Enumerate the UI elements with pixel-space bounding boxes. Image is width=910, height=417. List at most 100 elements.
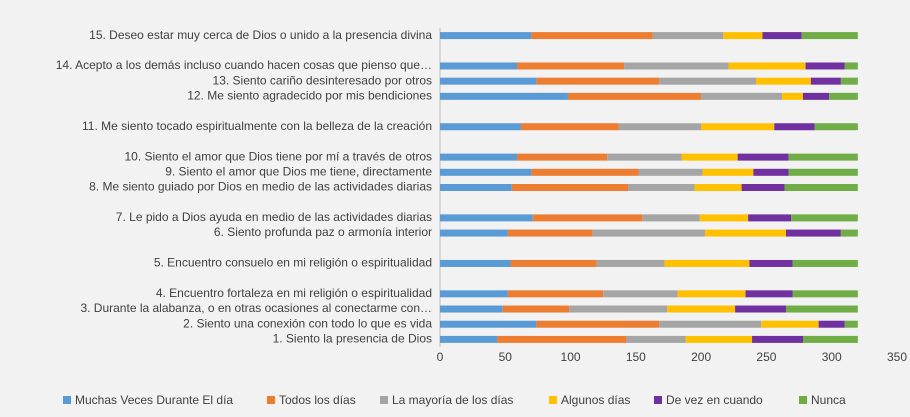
- bar-segment: [618, 123, 702, 131]
- x-tick-label: 100: [561, 350, 581, 364]
- bar-segment: [685, 335, 753, 343]
- bar-segment: [569, 305, 668, 313]
- bar-segment: [652, 32, 724, 40]
- bar-segment: [705, 229, 787, 237]
- bar-segment: [748, 214, 792, 222]
- bar-segment: [844, 62, 858, 70]
- legend-label: Todos los días: [279, 393, 356, 407]
- bar-segment: [440, 32, 532, 40]
- legend-swatch: [549, 396, 557, 404]
- bar-segment: [782, 92, 803, 100]
- bar-segment: [762, 32, 802, 40]
- y-tick-label: 5. Encuentro consuelo en mi religión o e…: [154, 256, 432, 270]
- bar-segment: [753, 168, 789, 176]
- y-tick-label: 14. Acepto a los demás incluso cuando ha…: [56, 58, 432, 72]
- bar-segment: [603, 290, 678, 298]
- y-tick-label: 6. Siento profunda paz o armonía interio…: [214, 225, 432, 239]
- bar-segment: [502, 305, 570, 313]
- bar-segment: [567, 92, 702, 100]
- bar-segment: [659, 320, 762, 328]
- bar-segment: [642, 214, 700, 222]
- x-tick-label: 300: [822, 350, 842, 364]
- bar-segment: [701, 92, 783, 100]
- bar-segment: [440, 92, 568, 100]
- legend-label: Muchas Veces Durante El día: [75, 393, 233, 407]
- bar-segment: [677, 290, 746, 298]
- bar-segment: [440, 153, 518, 161]
- bar-segment: [638, 168, 703, 176]
- bar-segment: [774, 123, 815, 131]
- bar-segment: [805, 62, 845, 70]
- bar-segment: [786, 229, 841, 237]
- legend-swatch: [799, 396, 807, 404]
- bar-segment: [596, 259, 665, 267]
- bar-segment: [784, 184, 858, 191]
- bar-segment: [628, 184, 695, 191]
- bar-segment: [440, 123, 521, 131]
- y-tick-label: 10. Siento el amor que Dios tiene por mí…: [125, 149, 433, 163]
- bar-segment: [536, 77, 660, 85]
- legend-label: Nunca: [811, 393, 846, 407]
- bar-segment: [536, 320, 660, 328]
- bar-segment: [802, 92, 830, 100]
- y-tick-label: 15. Deseo estar muy cerca de Dios o unid…: [89, 28, 432, 42]
- bar-segment: [829, 92, 858, 100]
- bar-segment: [840, 229, 858, 237]
- legend-swatch: [380, 396, 388, 404]
- legend-swatch: [63, 396, 71, 404]
- bar-segment: [507, 229, 593, 237]
- bar-segment: [752, 335, 803, 343]
- bar-segment: [801, 32, 858, 40]
- bar-segment: [440, 184, 512, 191]
- bar-segment: [844, 320, 858, 328]
- x-tick-label: 50: [499, 350, 513, 364]
- bar-segment: [694, 184, 742, 191]
- legend-label: Algunos días: [561, 393, 630, 407]
- bar-segment: [737, 153, 789, 161]
- bar-segment: [520, 123, 619, 131]
- bar-segment: [745, 290, 793, 298]
- bar-segment: [507, 290, 604, 298]
- bar-segment: [701, 123, 775, 131]
- bar-segment: [741, 184, 785, 191]
- x-tick-label: 0: [437, 350, 444, 364]
- legend-label: La mayoría de los días: [392, 393, 513, 407]
- y-tick-label: 12. Me siento agradecido por mis bendici…: [187, 89, 432, 103]
- bar-segment: [607, 153, 682, 161]
- bar-segment: [667, 305, 736, 313]
- y-tick-label: 13. Siento cariño desinteresado por otro…: [213, 73, 432, 87]
- bar-segment: [497, 335, 627, 343]
- bar-segment: [531, 168, 639, 176]
- bar-segment: [792, 290, 858, 298]
- y-tick-label: 3. Durante la alabanza, o en otras ocasi…: [80, 301, 432, 315]
- legend-swatch: [267, 396, 275, 404]
- bar-segment: [440, 77, 537, 85]
- bar-segment: [786, 305, 858, 313]
- bar-segment: [517, 62, 625, 70]
- bar-segment: [755, 77, 811, 85]
- x-tick-label: 150: [626, 350, 646, 364]
- y-tick-label: 8. Me siento guiado por Dios en medio de…: [89, 180, 432, 194]
- y-tick-label: 1. Siento la presencia de Dios: [273, 332, 432, 346]
- x-tick-label: 350: [887, 350, 907, 364]
- bar-segment: [510, 259, 597, 267]
- y-tick-label: 11. Me siento tocado espiritualmente con…: [82, 119, 432, 133]
- bar-segment: [818, 320, 845, 328]
- bar-segment: [440, 320, 537, 328]
- bar-segment: [728, 62, 806, 70]
- bar-segment: [624, 62, 729, 70]
- bar-segment: [791, 214, 858, 222]
- legend-label: De vez en cuando: [666, 393, 763, 407]
- y-tick-label: 4. Encuentro fortaleza en mi religión o …: [156, 286, 432, 300]
- bar-segment: [810, 77, 841, 85]
- bar-segment: [440, 259, 511, 267]
- bar-segment: [592, 229, 706, 237]
- bar-segment: [440, 335, 498, 343]
- bar-segment: [723, 32, 763, 40]
- bar-segment: [440, 62, 518, 70]
- bar-segment: [664, 259, 750, 267]
- bar-segment: [788, 153, 858, 161]
- bar-segment: [840, 77, 858, 85]
- bar-segment: [788, 168, 858, 176]
- bar-segment: [761, 320, 819, 328]
